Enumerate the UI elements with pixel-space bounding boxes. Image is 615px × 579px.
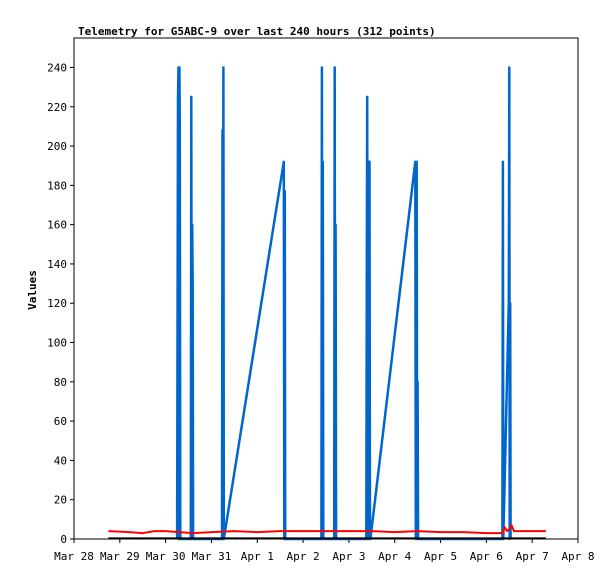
x-tick-label: Apr 4 — [378, 550, 411, 563]
y-tick-label: 0 — [60, 533, 67, 546]
series-line-2 — [108, 524, 546, 535]
x-tick-label: Apr 6 — [470, 550, 503, 563]
series-layer — [108, 66, 546, 541]
y-tick-label: 220 — [47, 101, 67, 114]
x-tick-label: Mar 31 — [192, 550, 232, 563]
x-tick-label: Apr 1 — [241, 550, 274, 563]
x-tick-label: Apr 5 — [424, 550, 457, 563]
y-tick-label: 140 — [47, 258, 67, 271]
y-axis: 0 20 40 60 80 100 120 140 160 180 200 220 240 — [47, 61, 74, 546]
y-tick-label: 240 — [47, 61, 67, 74]
y-tick-label: 40 — [54, 454, 67, 467]
x-tick-label: Mar 29 — [100, 550, 140, 563]
chart-title: Telemetry for G5ABC-9 over last 240 hour… — [78, 25, 436, 38]
x-tick-label: Apr 8 — [561, 550, 594, 563]
x-tick-label: Mar 28 — [54, 550, 94, 563]
x-tick-label: Mar 30 — [146, 550, 186, 563]
y-tick-label: 60 — [54, 415, 67, 428]
x-axis: Mar 28 Mar 29 Mar 30 Mar 31 Apr 1 Apr 2 Apr 3 A… — [54, 539, 595, 563]
y-tick-label: 100 — [47, 337, 67, 350]
y-tick-label: 80 — [54, 376, 67, 389]
x-tick-label: Apr 2 — [287, 550, 320, 563]
x-tick-label: Apr 7 — [516, 550, 549, 563]
y-tick-label: 180 — [47, 179, 67, 192]
y-axis-label: Values — [26, 270, 39, 310]
series-line-1 — [175, 66, 512, 541]
y-tick-label: 120 — [47, 297, 67, 310]
y-tick-label: 200 — [47, 140, 67, 153]
x-tick-label: Apr 3 — [332, 550, 365, 563]
y-tick-label: 20 — [54, 494, 67, 507]
y-tick-label: 160 — [47, 219, 67, 232]
